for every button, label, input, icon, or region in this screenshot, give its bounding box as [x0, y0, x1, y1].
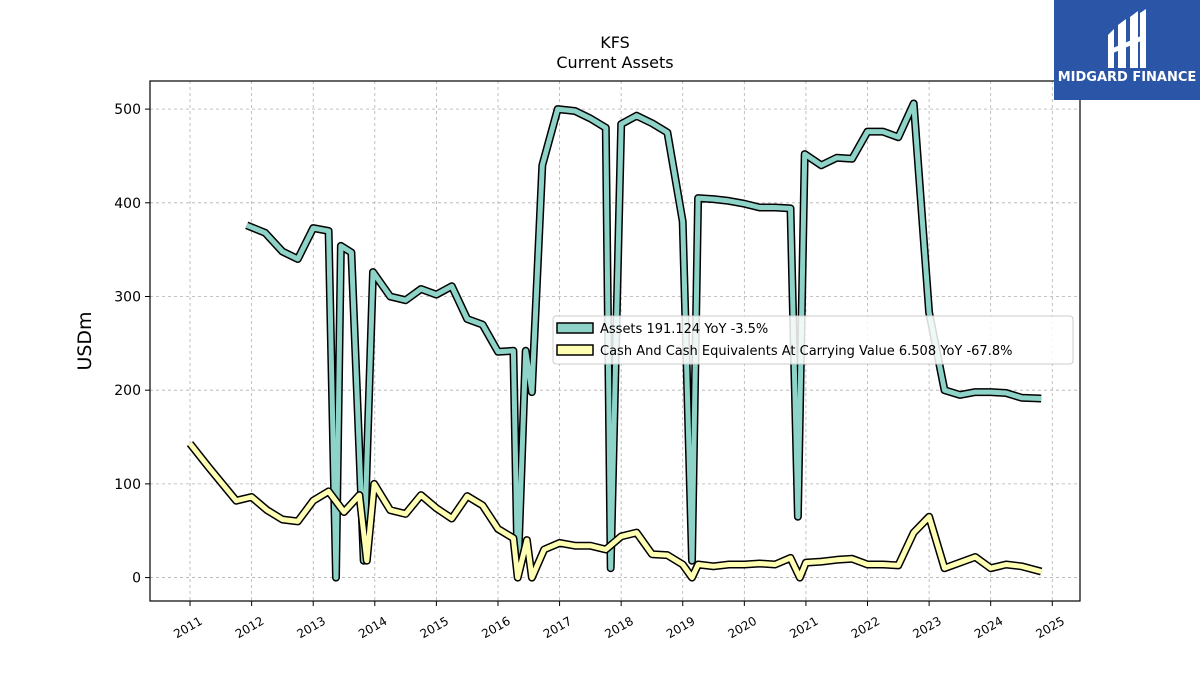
x-tick-label: 2019	[664, 614, 697, 641]
x-tick-label: 2022	[849, 614, 882, 641]
series-group	[186, 99, 1043, 582]
brand-logo: MIDGARD FINANCE	[1054, 0, 1200, 100]
x-tick-label: 2014	[356, 614, 389, 641]
y-tick-label: 200	[114, 383, 141, 399]
x-tick-label: 2024	[972, 614, 1005, 641]
x-tick-label: 2021	[787, 614, 820, 641]
x-tick-label: 2023	[910, 614, 943, 641]
legend-swatch-cash	[556, 344, 594, 356]
legend-label-assets: Assets 191.124 YoY -3.5%	[600, 322, 768, 337]
plot-border	[149, 80, 1081, 602]
y-tick-label: 300	[114, 289, 141, 305]
y-tick-label: 100	[114, 477, 141, 493]
y-tick-label: 0	[132, 571, 141, 587]
legend-swatch-assets	[556, 322, 594, 334]
x-tick-label: 2012	[233, 614, 266, 641]
x-tick-label: 2018	[602, 614, 635, 641]
logo-text: MIDGARD FINANCE	[1058, 70, 1197, 85]
legend-label-cash: Cash And Cash Equivalents At Carrying Va…	[600, 344, 1012, 359]
chart-title: KFS	[600, 33, 630, 52]
x-tick-label: 2017	[541, 614, 574, 641]
logo-mark-icon	[1108, 9, 1146, 68]
x-tick-label: 2020	[726, 614, 759, 641]
y-axis-label: USDm	[74, 311, 96, 370]
legend: Assets 191.124 YoY -3.5% Cash And Cash E…	[552, 315, 1074, 365]
x-tick-label: 2013	[294, 614, 327, 641]
x-tick-label: 2016	[479, 614, 512, 641]
series-line-assets	[245, 101, 1042, 581]
y-tick-label: 500	[114, 102, 141, 118]
x-tick-label: 2015	[418, 614, 451, 641]
x-tick-label: 2011	[171, 614, 204, 641]
y-tick-label: 400	[114, 196, 141, 212]
x-tick-label: 2025	[1034, 614, 1067, 641]
logo-background	[1054, 0, 1200, 100]
legend-box	[552, 315, 1074, 365]
chart-subtitle: Current Assets	[556, 53, 673, 72]
series-line-cash	[188, 442, 1042, 581]
